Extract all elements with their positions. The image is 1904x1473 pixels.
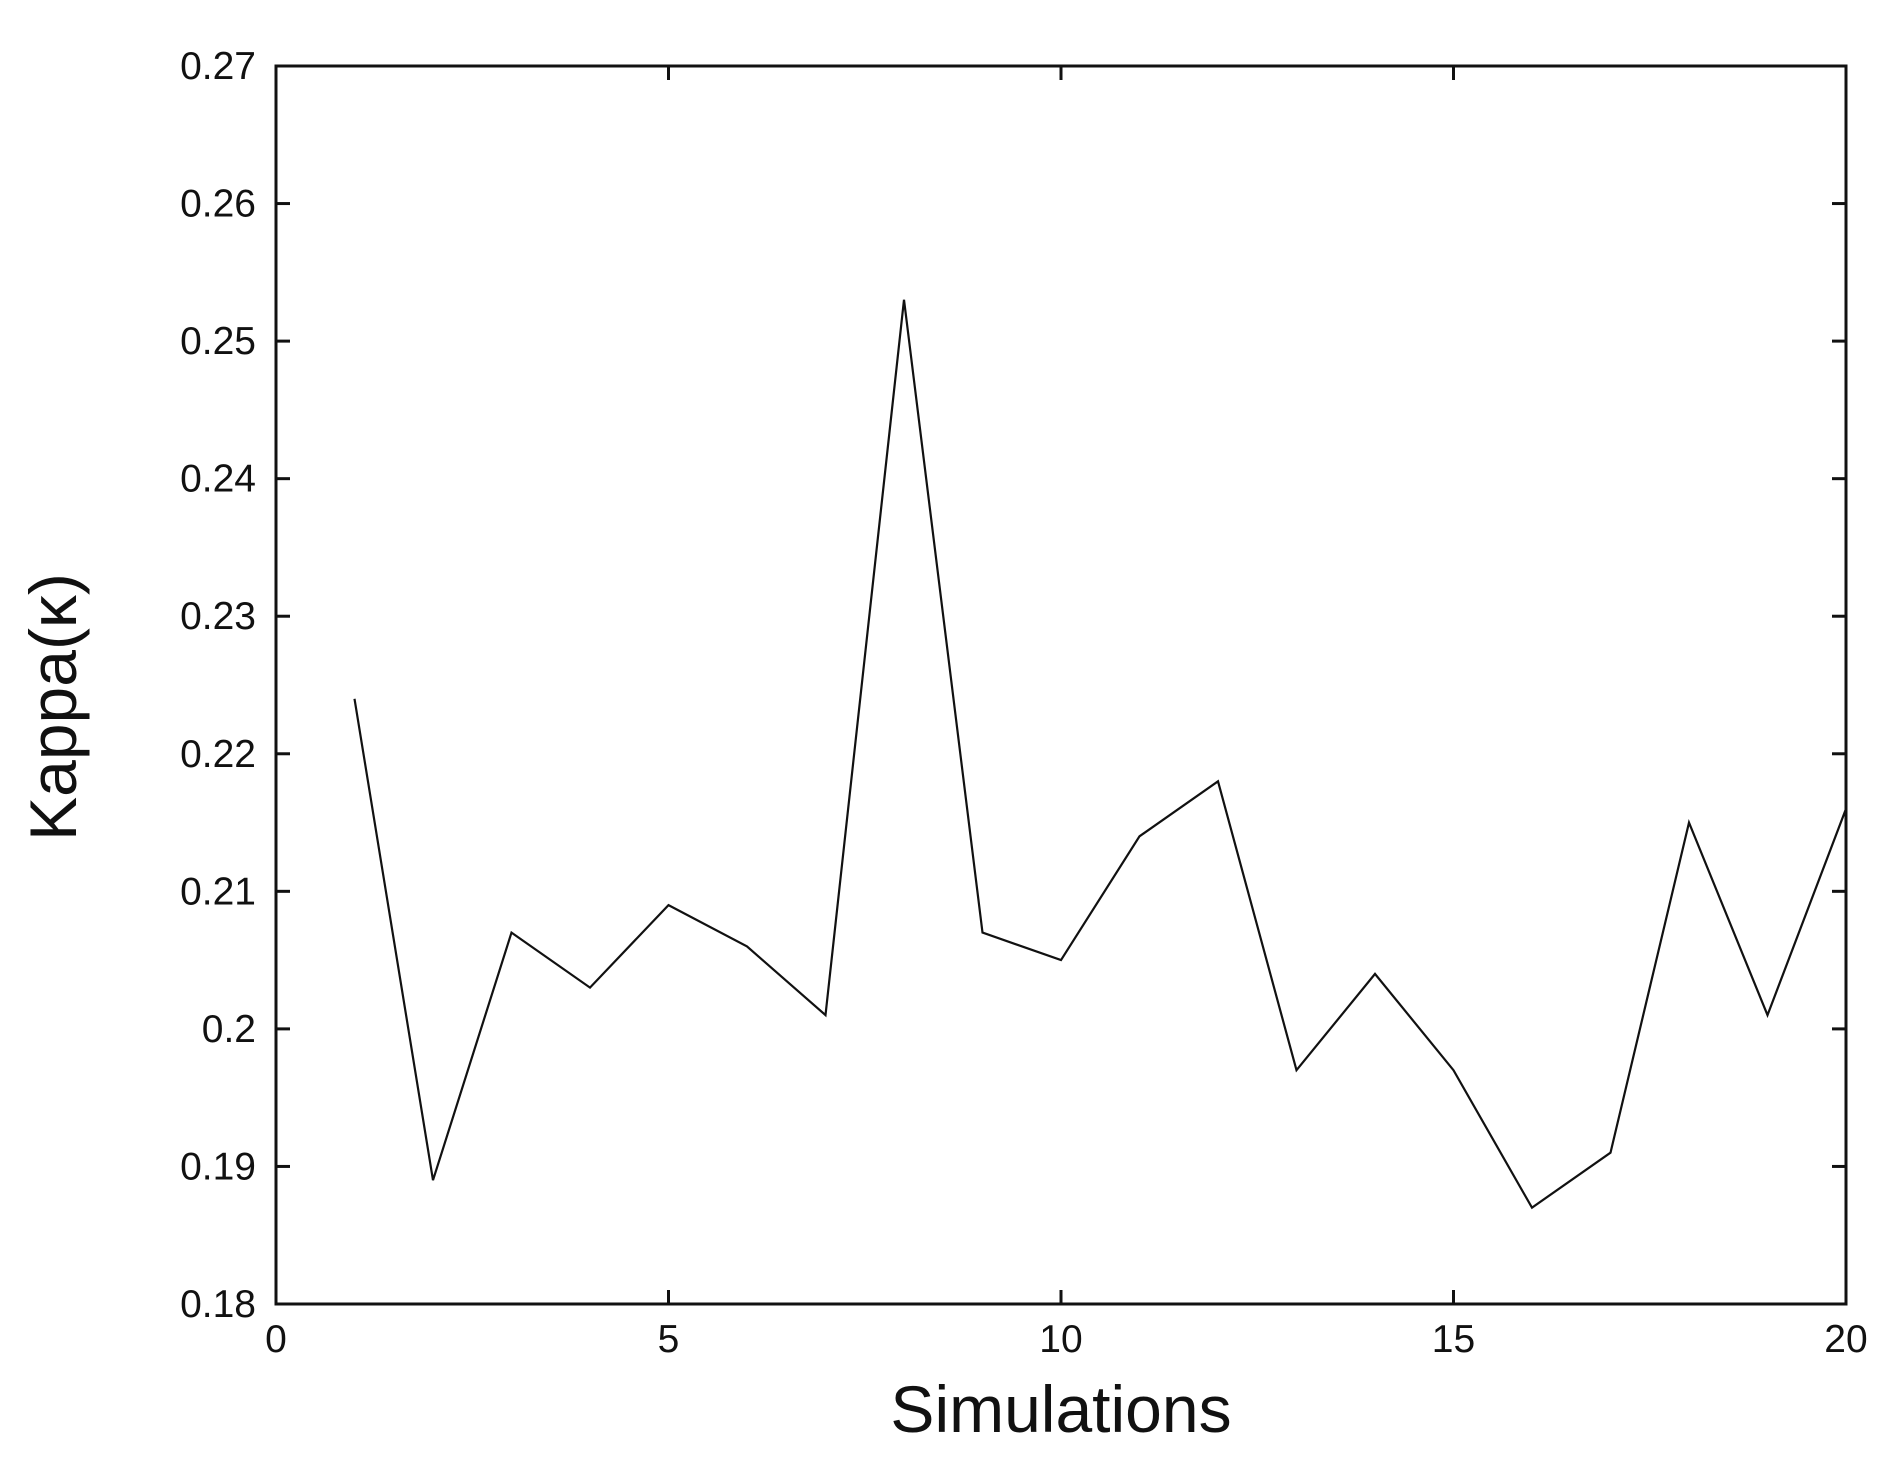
- plot-frame: [274, 64, 1848, 1306]
- x-tick-label: 0: [265, 1318, 287, 1361]
- data-point: [1373, 972, 1377, 976]
- y-tick-label: 0.24: [180, 458, 256, 501]
- x-tick-label: 15: [1432, 1318, 1475, 1361]
- data-point: [1138, 834, 1142, 838]
- data-point: [353, 697, 357, 701]
- data-point: [981, 931, 985, 935]
- series-line: [353, 299, 1848, 1210]
- data-point: [1530, 1206, 1534, 1210]
- data-point: [824, 1013, 828, 1017]
- y-tick-label: 0.2: [202, 1008, 256, 1051]
- y-tick-label: 0.21: [180, 870, 256, 913]
- data-point: [510, 931, 514, 935]
- data-point: [667, 903, 671, 907]
- x-axis-title: Simulations: [890, 1372, 1231, 1446]
- x-tick-label: 5: [658, 1318, 680, 1361]
- data-point: [1295, 1068, 1299, 1072]
- data-point: [1059, 958, 1063, 962]
- y-tick-label: 0.26: [180, 183, 256, 226]
- y-axis-title: Kappa(κ): [16, 573, 90, 841]
- y-tick-label: 0.22: [180, 733, 256, 776]
- data-point: [1687, 821, 1691, 825]
- ticks-layer: 0 5 10 15 20 0.18 0.19 0.2 0.21 0.22 0.23 0.24 0.25 0…: [180, 45, 1868, 1361]
- x-tick-label: 10: [1039, 1318, 1082, 1361]
- y-tick-label: 0.27: [180, 45, 256, 88]
- data-point: [1216, 779, 1220, 783]
- data-point: [745, 944, 749, 948]
- y-tick-label: 0.25: [180, 320, 256, 363]
- y-tick-label: 0.18: [180, 1283, 256, 1326]
- data-point: [902, 298, 906, 302]
- data-point: [1452, 1068, 1456, 1072]
- series-layer: [353, 298, 1848, 1210]
- data-point: [1766, 1013, 1770, 1017]
- x-tick-label: 20: [1824, 1318, 1867, 1361]
- data-point: [588, 986, 592, 990]
- data-point: [1609, 1151, 1613, 1155]
- y-tick-label: 0.19: [180, 1145, 256, 1188]
- y-tick-label: 0.23: [180, 595, 256, 638]
- data-point: [431, 1178, 435, 1182]
